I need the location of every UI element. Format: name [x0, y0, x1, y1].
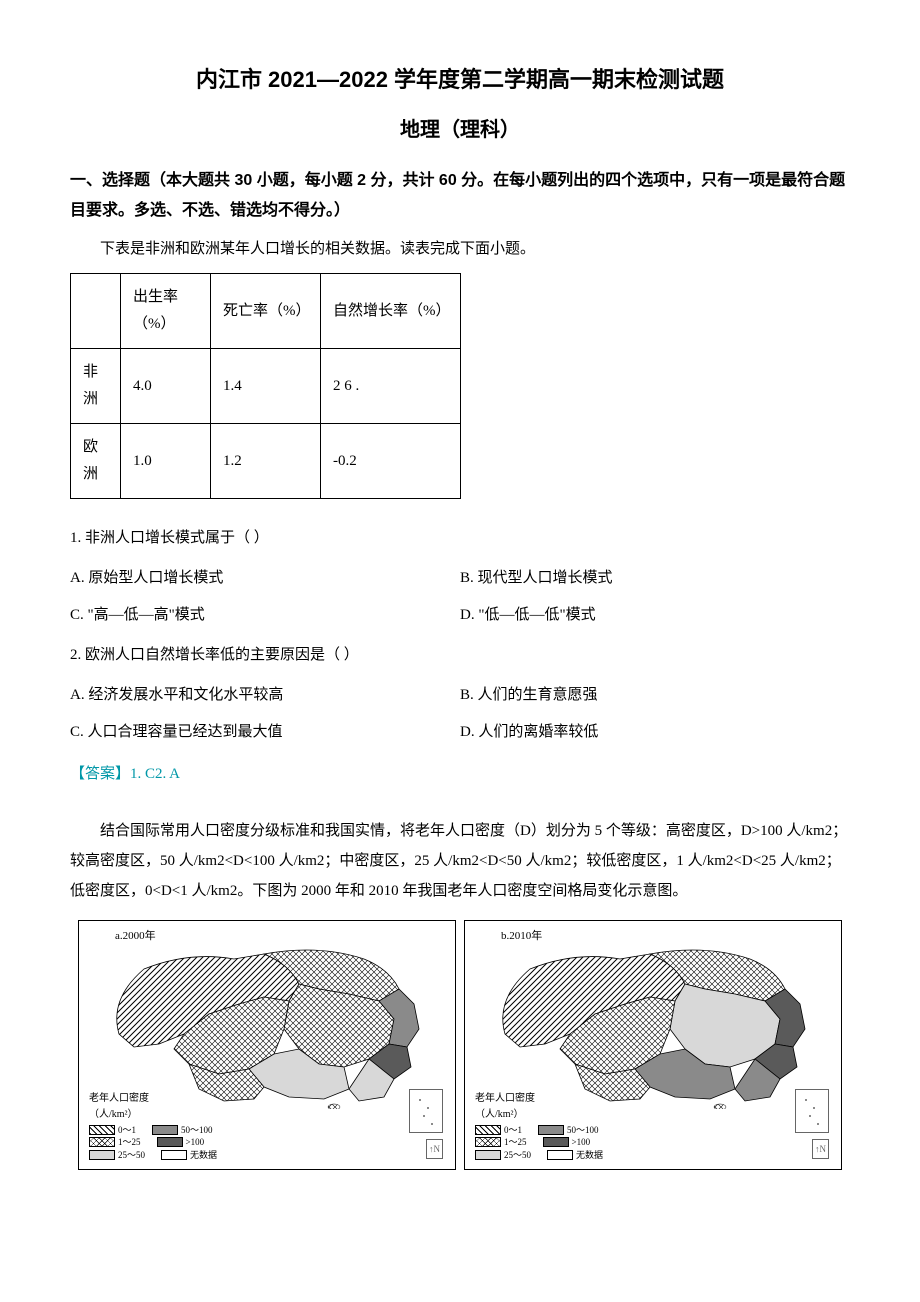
table-row: 欧洲 1.0 1.2 -0.2: [71, 424, 461, 499]
legend-label: 25～50: [118, 1149, 145, 1162]
islands-inset: [409, 1089, 443, 1133]
legend-title: 老年人口密度: [475, 1092, 615, 1106]
table-cell: 非洲: [71, 349, 121, 424]
table-cell: 1.2: [211, 424, 321, 499]
table-header-row: 出生率（%） 死亡率（%） 自然增长率（%）: [71, 274, 461, 349]
section-header: 一、选择题（本大题共 30 小题，每小题 2 分，共计 60 分。在每小题列出的…: [70, 166, 850, 227]
table-cell: 1.4: [211, 349, 321, 424]
legend-label: 无数据: [576, 1149, 603, 1162]
population-table: 出生率（%） 死亡率（%） 自然增长率（%） 非洲 4.0 1.4 2 6 . …: [70, 273, 461, 499]
intro-text: 下表是非洲和欧洲某年人口增长的相关数据。读表完成下面小题。: [70, 236, 850, 263]
legend-label: >100: [572, 1136, 591, 1149]
table-header-cell: [71, 274, 121, 349]
compass-icon: ↑N: [812, 1139, 829, 1159]
option-b: B. 人们的生育意愿强: [460, 682, 850, 709]
legend-label: 25～50: [504, 1149, 531, 1162]
table-row: 非洲 4.0 1.4 2 6 .: [71, 349, 461, 424]
answer-block: 【答案】1. C2. A: [70, 761, 850, 788]
legend: 老年人口密度 （人/km²） 0～1 50～100 1～25 >100 25～5…: [89, 1092, 229, 1162]
maps-container: a.2000年: [70, 920, 850, 1170]
question-2-options: A. 经济发展水平和文化水平较高 B. 人们的生育意愿强 C. 人口合理容量已经…: [70, 677, 850, 751]
table-cell: -0.2: [321, 424, 461, 499]
china-map-2010: [475, 939, 833, 1109]
table-cell: 4.0: [121, 349, 211, 424]
legend-label: 0～1: [504, 1124, 522, 1137]
option-d: D. 人们的离婚率较低: [460, 719, 850, 746]
table-header-cell: 自然增长率（%）: [321, 274, 461, 349]
option-a: A. 经济发展水平和文化水平较高: [70, 682, 460, 709]
map-panel-b: b.2010年: [464, 920, 842, 1170]
legend-label: >100: [186, 1136, 205, 1149]
china-map-2000: [89, 939, 447, 1109]
legend: 老年人口密度 （人/km²） 0～1 50～100 1～25 >100 25～5…: [475, 1092, 615, 1162]
sub-title: 地理（理科）: [70, 112, 850, 148]
table-cell: 1.0: [121, 424, 211, 499]
table-cell: 2 6 .: [321, 349, 461, 424]
legend-label: 1～25: [118, 1136, 141, 1149]
question-1-options: A. 原始型人口增长模式 B. 现代型人口增长模式 C. "高—低—高"模式 D…: [70, 560, 850, 634]
legend-label: 1～25: [504, 1136, 527, 1149]
option-a: A. 原始型人口增长模式: [70, 565, 460, 592]
legend-label: 50～100: [181, 1124, 213, 1137]
option-b: B. 现代型人口增长模式: [460, 565, 850, 592]
passage-text: 结合国际常用人口密度分级标准和我国实情，将老年人口密度（D）划分为 5 个等级：…: [70, 816, 850, 906]
map-panel-a: a.2000年: [78, 920, 456, 1170]
legend-label: 50～100: [567, 1124, 599, 1137]
legend-unit: （人/km²）: [475, 1108, 615, 1122]
question-2-stem: 2. 欧洲人口自然增长率低的主要原因是（ ）: [70, 642, 850, 669]
main-title: 内江市 2021—2022 学年度第二学期高一期末检测试题: [70, 60, 850, 100]
option-c: C. 人口合理容量已经达到最大值: [70, 719, 460, 746]
option-c: C. "高—低—高"模式: [70, 602, 460, 629]
option-d: D. "低—低—低"模式: [460, 602, 850, 629]
compass-icon: ↑N: [426, 1139, 443, 1159]
legend-title: 老年人口密度: [89, 1092, 229, 1106]
question-1-stem: 1. 非洲人口增长模式属于（ ）: [70, 525, 850, 552]
legend-label: 0～1: [118, 1124, 136, 1137]
islands-inset: [795, 1089, 829, 1133]
legend-label: 无数据: [190, 1149, 217, 1162]
table-header-cell: 出生率（%）: [121, 274, 211, 349]
table-header-cell: 死亡率（%）: [211, 274, 321, 349]
legend-unit: （人/km²）: [89, 1108, 229, 1122]
table-cell: 欧洲: [71, 424, 121, 499]
